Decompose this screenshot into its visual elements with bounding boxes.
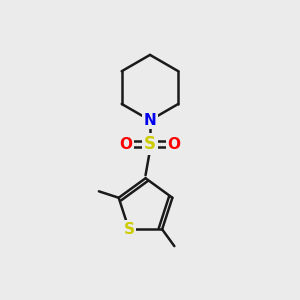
Text: S: S — [144, 135, 156, 153]
Text: O: O — [120, 136, 133, 152]
Text: S: S — [123, 222, 134, 237]
Text: N: N — [144, 113, 156, 128]
Text: O: O — [167, 136, 180, 152]
